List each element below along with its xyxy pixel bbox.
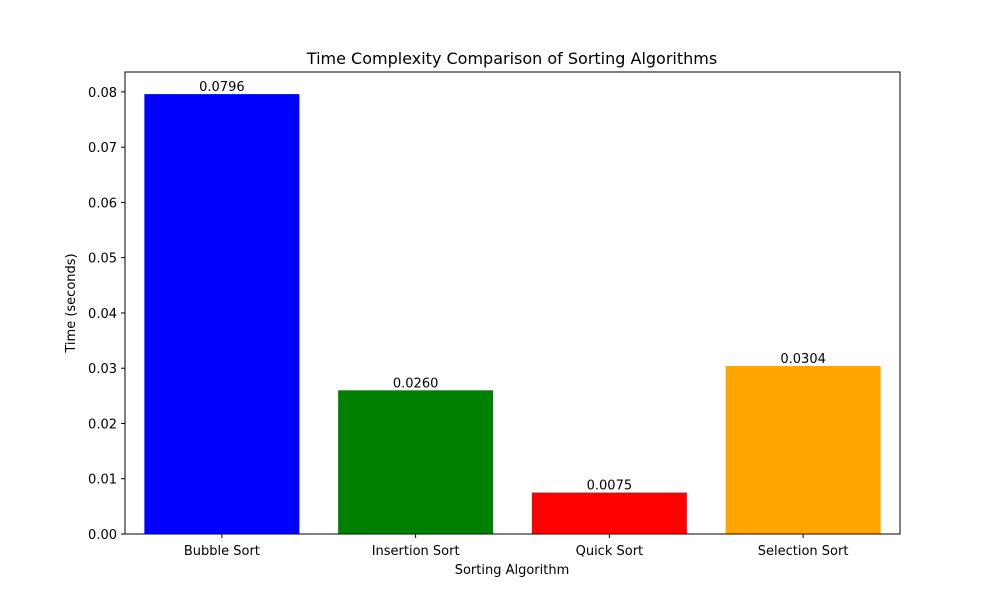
bars-group: [144, 94, 881, 535]
y-tick-label: 0.03: [88, 362, 117, 377]
bar-value-label: 0.0304: [780, 352, 826, 367]
chart-title: Time Complexity Comparison of Sorting Al…: [306, 49, 717, 68]
bar-bubble-sort: [144, 94, 300, 535]
y-axis-ticks: 0.00 0.01 0.02 0.03 0.04 0.05 0.06 0.07 0.08: [88, 86, 125, 543]
y-axis-label: Time (seconds): [64, 253, 79, 353]
y-tick-label: 0.00: [88, 528, 117, 543]
x-axis-label: Sorting Algorithm: [455, 563, 570, 578]
bar-value-label: 0.0075: [587, 479, 633, 494]
y-tick-label: 0.01: [88, 473, 117, 488]
bar-value-label: 0.0260: [393, 376, 439, 391]
bar-selection-sort: [725, 366, 881, 534]
bar-value-label: 0.0796: [199, 80, 245, 95]
x-tick-label: Bubble Sort: [184, 544, 260, 559]
y-tick-label: 0.06: [88, 196, 117, 211]
y-tick-label: 0.02: [88, 417, 117, 432]
x-tick-label: Selection Sort: [758, 544, 849, 559]
y-tick-label: 0.04: [88, 307, 117, 322]
bar-quick-sort: [531, 492, 687, 534]
bar-labels-group: 0.0796 0.0260 0.0075 0.0304: [199, 80, 826, 493]
y-tick-label: 0.05: [88, 252, 117, 267]
x-axis-ticks: Bubble Sort Insertion Sort Quick Sort Selec…: [184, 534, 849, 559]
axes-frame: [124, 71, 901, 535]
y-tick-label: 0.07: [88, 141, 117, 156]
x-tick-label: Insertion Sort: [372, 544, 460, 559]
bar-insertion-sort: [338, 390, 494, 534]
y-tick-label: 0.08: [88, 86, 117, 101]
x-tick-label: Quick Sort: [576, 544, 644, 559]
